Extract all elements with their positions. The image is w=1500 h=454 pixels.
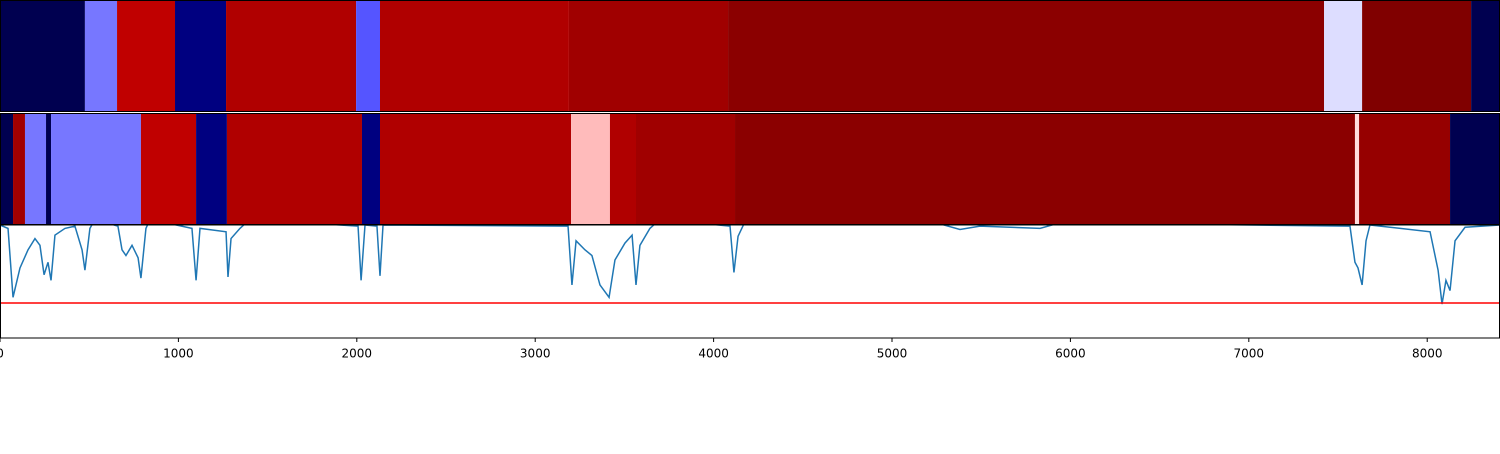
x-tick-label: 0	[0, 347, 4, 361]
segment	[0, 113, 14, 225]
segment	[571, 113, 610, 225]
x-tick-label: 6000	[1055, 347, 1086, 361]
segment	[735, 113, 1355, 225]
segment	[0, 0, 85, 112]
segment	[1359, 113, 1451, 225]
x-tick-label: 3000	[520, 347, 551, 361]
segment	[568, 0, 729, 112]
line-frame	[0, 224, 1500, 339]
segment	[1324, 0, 1363, 112]
x-tick-label: 1000	[163, 347, 194, 361]
segment	[226, 0, 357, 112]
segment	[226, 113, 362, 225]
segment	[728, 0, 1325, 112]
segment	[196, 113, 227, 225]
segment	[1450, 113, 1500, 225]
segment	[175, 0, 227, 112]
x-tick-label: 5000	[877, 347, 908, 361]
segment	[140, 113, 197, 225]
segment	[361, 113, 380, 225]
segment	[609, 113, 637, 225]
x-tick-label: 2000	[342, 347, 373, 361]
segment	[356, 0, 380, 112]
segment	[117, 0, 176, 112]
segment	[1354, 113, 1360, 225]
segment	[1362, 0, 1472, 112]
segment	[636, 113, 736, 225]
signal-line	[0, 225, 1500, 305]
segment	[379, 113, 572, 225]
segment	[1471, 0, 1500, 112]
segment	[24, 113, 47, 225]
segment	[84, 0, 118, 112]
segment	[46, 113, 52, 225]
x-tick-label: 4000	[698, 347, 729, 361]
segment	[51, 113, 141, 225]
line-panel	[0, 225, 1500, 305]
x-tick-label: 8000	[1412, 347, 1443, 361]
segment	[13, 113, 25, 225]
segment	[379, 0, 569, 112]
x-tick-label: 7000	[1234, 347, 1265, 361]
